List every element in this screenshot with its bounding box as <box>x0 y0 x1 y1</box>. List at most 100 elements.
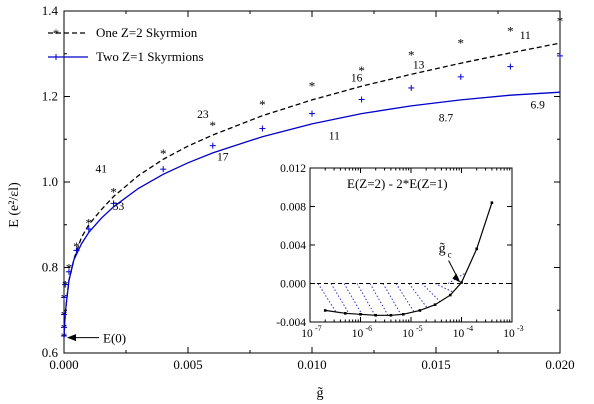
star-marker: * <box>358 63 365 78</box>
star-marker: * <box>507 24 514 39</box>
main-series: ****************** <box>61 13 564 343</box>
plus-marker <box>358 96 365 103</box>
star-marker: * <box>557 13 564 28</box>
plus-marker <box>160 166 167 173</box>
star-marker: * <box>160 146 167 161</box>
data-annotation: 11 <box>329 130 340 142</box>
plus-marker <box>62 281 69 288</box>
star-marker: * <box>259 97 266 112</box>
data-annotation: 23 <box>197 109 209 121</box>
plus-marker <box>110 200 117 207</box>
inset-x-tick-exponent: -5 <box>416 324 423 333</box>
inset-x-tick-label: 10 <box>301 328 313 340</box>
data-annotation: 6.9 <box>530 99 545 111</box>
inset-y-tick-label: 0.012 <box>280 163 306 175</box>
inset-hatch-region <box>317 272 467 316</box>
data-annotation: 41 <box>95 164 107 176</box>
x-tick-label: 0.000 <box>49 357 78 372</box>
inset-hatch-line <box>356 283 376 316</box>
inset-point <box>460 281 463 284</box>
main-axis-ticks: 0.000 0.005 0.010 0.015 0.020 0.6 0.8 1.0 1.2 1.4 <box>42 3 575 372</box>
legend: One Z=2 Skyrmion Two Z=1 Skyrmions * <box>48 25 204 64</box>
inset-point <box>475 247 479 251</box>
inset-hatch-line <box>421 283 441 302</box>
legend-star: * <box>53 26 60 41</box>
plus-marker <box>408 84 415 91</box>
plus-marker <box>61 324 67 331</box>
y-tick-label: 0.6 <box>42 345 59 360</box>
gc-subscript: c <box>448 249 452 259</box>
inset-point <box>401 313 405 316</box>
plus-marker <box>61 294 67 301</box>
plus-marker <box>309 110 315 117</box>
plus-marker <box>557 52 563 59</box>
x-tick-label: 0.015 <box>421 357 450 372</box>
inset-title: E(Z=2) - 2*E(Z=1) <box>347 176 448 191</box>
plus-marker <box>65 268 72 275</box>
inset-point <box>448 293 452 297</box>
main-y-axis-label: E (e²/εl) <box>7 182 22 228</box>
inset-x-tick-label: 10 <box>503 328 515 340</box>
inset-hatch-line <box>369 283 389 316</box>
inset-hatch-line <box>343 283 363 315</box>
inset-background <box>308 168 520 324</box>
plus-marker <box>85 226 92 233</box>
inset-y-tick-label: 0.008 <box>280 202 306 214</box>
star-marker: * <box>66 261 73 276</box>
inset-gc-annotation: g̃ c <box>439 241 461 283</box>
star-marker: * <box>86 216 93 231</box>
x-tick-label: 0.020 <box>545 357 574 372</box>
gc-label: g̃ <box>439 241 446 256</box>
legend-label-z2: One Z=2 Skyrmion <box>96 25 198 40</box>
inset-y-tick-label: -0.004 <box>276 317 306 329</box>
inset-x-tick-exponent: -7 <box>315 324 322 333</box>
main-chart: 0.000 0.005 0.010 0.015 0.020 0.6 0.8 1.0 1.2 1.4… <box>7 3 575 401</box>
e0-label: E(0) <box>103 331 126 346</box>
star-marker: * <box>73 239 80 254</box>
series-line-1 <box>63 91 561 338</box>
star-marker: * <box>458 36 465 51</box>
inset-x-tick-label: 10 <box>402 328 414 340</box>
plus-marker <box>259 125 266 132</box>
inset-hatch-line <box>408 283 428 309</box>
plus-marker <box>507 63 514 70</box>
y-tick-label: 1.2 <box>42 89 58 104</box>
data-annotation: 13 <box>413 59 425 71</box>
plus-marker <box>73 247 80 254</box>
data-annotation: 16 <box>351 73 363 85</box>
y-tick-label: 1.0 <box>42 174 58 189</box>
star-marker: * <box>408 48 415 63</box>
inset-y-tick-label: 0.000 <box>280 279 306 291</box>
inset-x-tick-exponent: -4 <box>467 324 474 333</box>
data-annotation: 8.7 <box>439 112 454 124</box>
legend-swatch-z1 <box>48 54 88 60</box>
inset-point <box>323 309 327 312</box>
inset-x-tick-label: 10 <box>352 328 364 340</box>
plus-marker <box>209 142 216 149</box>
inset-hatch-line <box>382 283 402 315</box>
inset-point <box>374 313 378 317</box>
inset-point <box>389 313 393 317</box>
plus-marker <box>457 73 464 80</box>
data-annotation: 17 <box>217 152 229 164</box>
star-marker: * <box>210 118 217 133</box>
inset-series-line <box>325 202 493 316</box>
plus-marker <box>61 311 67 318</box>
inset-point <box>490 201 494 204</box>
star-marker: * <box>110 184 117 199</box>
main-annotations: 41 23 16 13 11 33 17 11 8.7 6.9 <box>95 30 545 213</box>
y-tick-label: 1.4 <box>42 3 59 18</box>
inset-point <box>433 303 437 306</box>
inset-hatch-line <box>330 283 350 314</box>
x-tick-label: 0.010 <box>297 357 326 372</box>
e0-arrow-head <box>67 334 76 342</box>
star-marker: * <box>309 78 316 93</box>
inset-x-tick-exponent: -3 <box>517 324 524 333</box>
inset-y-tick-label: 0.004 <box>280 240 306 252</box>
plus-marker <box>61 332 67 339</box>
inset-point <box>359 313 362 316</box>
main-x-axis-label: g̃ <box>317 386 324 401</box>
